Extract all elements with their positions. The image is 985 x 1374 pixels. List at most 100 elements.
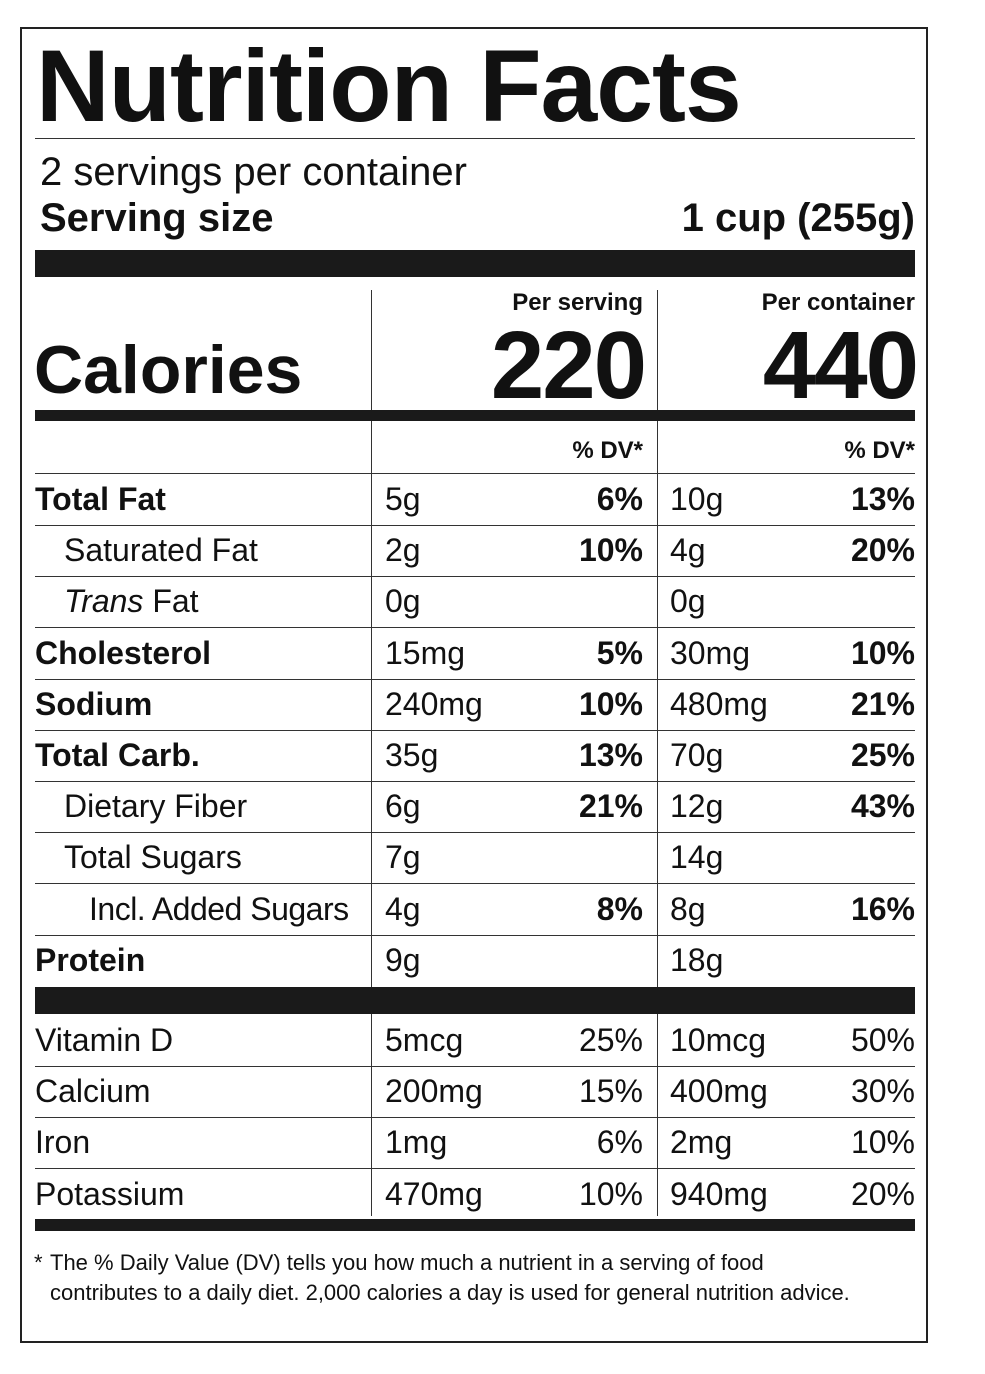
serving-amount: 4g: [385, 890, 421, 927]
nutrient-name: Dietary Fiber: [64, 781, 247, 832]
container-dv: 10%: [850, 1124, 915, 1161]
serving-amount: 5g: [385, 481, 421, 517]
row-divider: [35, 934, 915, 936]
thick-bar: [35, 410, 915, 421]
container-dv: 30%: [850, 1073, 915, 1110]
container-amount: 10mcg: [670, 1022, 767, 1058]
container-amount: 18g: [670, 941, 724, 978]
serving-amount: 7g: [385, 839, 421, 876]
serving-dv: 15%: [578, 1073, 643, 1110]
nutrient-name-italic: Trans: [64, 583, 144, 620]
nutrient-name: Incl. Added Sugars: [89, 884, 349, 935]
serving-size: 1 cup (255g): [681, 196, 915, 240]
row-divider: [35, 1066, 915, 1067]
container-amount: 30mg: [670, 634, 751, 671]
nutrient-name-text: Incl. Added Sugars: [89, 890, 349, 927]
nutrient-name-text: Sodium: [35, 685, 153, 722]
nutrient-name-text: Fat: [152, 583, 199, 620]
nutrient-name-text: Vitamin D: [35, 1022, 174, 1058]
row-divider: [35, 1168, 915, 1170]
nutrient-name-text: Dietary Fiber: [64, 788, 248, 825]
row-divider: [35, 883, 915, 885]
serving-amount: 6g: [385, 788, 421, 825]
column-divider: [657, 290, 658, 410]
column-divider: [371, 421, 372, 987]
thick-bar: [35, 1219, 915, 1231]
nutrient-name-text: Cholesterol: [35, 634, 212, 671]
nutrient-name: Total Fat: [35, 474, 166, 525]
nutrient-name-text: Total Sugars: [64, 839, 242, 876]
nutrient-name: Calcium: [35, 1066, 151, 1117]
thick-bar: [35, 250, 915, 277]
container-amount: 10g: [670, 481, 724, 517]
serving-amount: 1mg: [385, 1124, 448, 1161]
container-dv: 13%: [850, 481, 915, 517]
nutrient-name: Total Carb.: [35, 730, 200, 781]
nutrition-label: [20, 27, 928, 1343]
serving-amount: 200mg: [385, 1073, 483, 1110]
nutrient-name-text: Calcium: [35, 1073, 151, 1110]
nutrient-name: Potassium: [35, 1169, 184, 1220]
serving-amount: 2g: [385, 532, 421, 569]
calories-label: Calories: [34, 332, 303, 408]
per-container-label: Per container: [761, 289, 915, 316]
nutrient-name: Cholesterol: [35, 628, 211, 679]
nutrient-name-text: Total Fat: [35, 481, 166, 517]
row-divider: [35, 627, 915, 629]
serving-dv: 5%: [596, 634, 643, 671]
nutrient-name-text: Total Carb.: [35, 737, 200, 773]
row-divider: [35, 678, 915, 680]
row-divider: [35, 729, 915, 731]
container-dv: 25%: [850, 737, 915, 773]
row-divider: [35, 832, 915, 834]
nutrient-name: Vitamin D: [35, 1015, 173, 1066]
serving-dv: 25%: [578, 1022, 643, 1058]
per-serving-label: Per serving: [512, 289, 643, 316]
column-divider: [657, 421, 658, 987]
footnote-mark: *: [34, 1250, 43, 1275]
thick-bar: [35, 987, 915, 1014]
container-amount: 12g: [670, 788, 724, 825]
container-dv: 21%: [850, 685, 915, 722]
container-amount: 480mg: [670, 685, 768, 722]
container-amount: 8g: [670, 890, 706, 927]
container-amount: 4g: [670, 532, 706, 569]
serving-dv: 6%: [596, 1124, 643, 1161]
nutrient-name-text: Saturated Fat: [64, 532, 258, 569]
row-divider: [35, 1117, 915, 1119]
nutrient-name: Iron: [35, 1117, 90, 1168]
nutrient-name: Trans Fat: [64, 576, 199, 627]
container-amount: 70g: [670, 737, 724, 773]
dv-header: % DV*: [572, 437, 643, 464]
servings: 2 servings per container: [40, 150, 467, 194]
container-dv: 43%: [850, 788, 915, 825]
serving-amount: 0g: [385, 583, 421, 620]
serving-dv: 10%: [578, 685, 643, 722]
nutrient-name-text: Protein: [35, 941, 146, 978]
column-divider: [371, 1014, 372, 1216]
container-amount: 400mg: [670, 1073, 768, 1110]
serving-amount: 5mcg: [385, 1022, 464, 1058]
serving-dv: 21%: [578, 788, 643, 825]
serving-amount: 470mg: [385, 1175, 483, 1212]
serving-dv: 6%: [596, 481, 643, 517]
serving-amount: 15mg: [385, 634, 466, 671]
serving-amount: 240mg: [385, 685, 483, 722]
calories-container: 440: [762, 312, 919, 419]
container-dv: 50%: [850, 1022, 915, 1058]
container-dv: 20%: [850, 532, 915, 569]
column-divider: [657, 1014, 658, 1216]
container-amount: 940mg: [670, 1175, 768, 1212]
column-divider: [371, 290, 372, 410]
container-amount: 2mg: [670, 1124, 733, 1161]
divider: [35, 473, 915, 474]
serving-dv: 8%: [596, 890, 643, 927]
serving-dv: 10%: [578, 532, 643, 569]
title: Nutrition Facts: [36, 29, 742, 143]
container-dv: 16%: [850, 890, 915, 927]
row-divider: [35, 525, 915, 526]
calories-serving: 220: [490, 312, 647, 419]
container-amount: 0g: [670, 583, 706, 620]
container-dv: 20%: [850, 1175, 915, 1212]
